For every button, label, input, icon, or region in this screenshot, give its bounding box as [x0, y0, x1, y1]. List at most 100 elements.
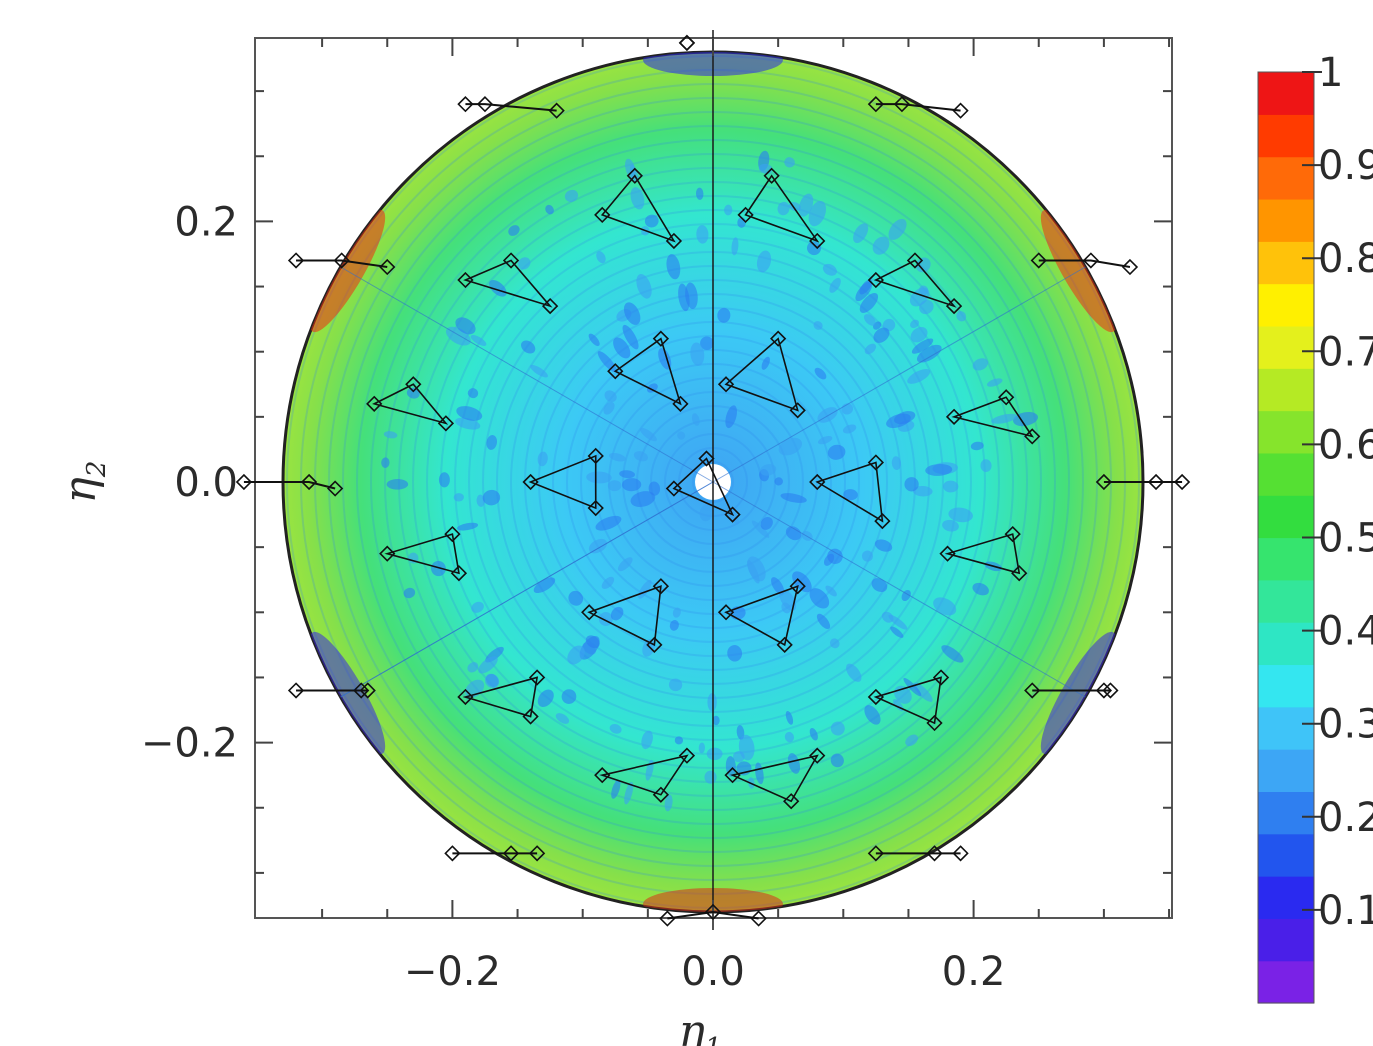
fov-blotch	[537, 451, 548, 467]
sensor-marker	[502, 845, 520, 862]
sensor-marker	[379, 545, 396, 562]
fov-blotch	[644, 214, 659, 228]
sensor-triangle	[717, 330, 806, 419]
fov-blotch	[530, 364, 548, 378]
sensor-marker	[704, 903, 722, 921]
fov-blotch	[933, 597, 957, 616]
sensor-triangle	[522, 447, 604, 517]
fov-blotch	[595, 515, 622, 531]
fov-blotch	[864, 705, 881, 725]
sensor-marker	[444, 525, 461, 543]
fov-blotch	[942, 519, 959, 532]
fov-blotch	[521, 340, 536, 354]
fov-blotch	[853, 223, 869, 244]
fov-blotch	[891, 456, 901, 471]
sensor-marker	[926, 714, 943, 732]
fov-blotch	[943, 480, 959, 493]
sensor-marker	[659, 910, 676, 927]
sensor-layer	[235, 34, 1191, 927]
x-tick-labels: −0.2 0.0 0.2	[404, 949, 1006, 995]
field-of-view-spokes	[340, 30, 1086, 930]
fov-blotch	[630, 187, 645, 210]
fov-blotch	[690, 342, 705, 366]
sensor-marker	[652, 786, 670, 803]
fov-blotch	[486, 435, 498, 450]
fov-blotch	[669, 620, 679, 631]
fov-blotch	[537, 689, 554, 708]
fov-blotch	[622, 324, 639, 350]
fov-blotch	[700, 336, 714, 350]
fov-blotch	[792, 571, 812, 593]
colorbar-band	[1258, 241, 1314, 285]
fov-blotch	[778, 437, 803, 456]
sensor-triangle-outline	[672, 457, 735, 517]
edge-sensor	[1030, 252, 1139, 276]
edge-sensor	[867, 845, 969, 862]
fov-blotch	[861, 550, 873, 562]
fov-blotch	[699, 504, 714, 522]
sensor-marker	[809, 473, 826, 491]
sensor-marker	[652, 578, 670, 595]
sensor-marker	[457, 271, 474, 289]
fov-blotch	[623, 302, 641, 325]
sensor-triangle-outline	[815, 461, 884, 523]
fov-blotch	[894, 411, 916, 425]
sensor-marker	[287, 252, 305, 269]
fov-blotch	[785, 526, 802, 541]
sensor-marker	[867, 845, 885, 862]
fov-blotch	[881, 611, 894, 623]
edge-sensor	[287, 682, 376, 699]
fov-blotch	[925, 464, 953, 476]
fov-blotch	[664, 794, 673, 812]
fov-blotch	[482, 489, 501, 506]
fov-blotch	[431, 560, 446, 577]
sensor-marker	[952, 845, 969, 862]
sensor-marker	[809, 747, 826, 764]
fov-blotch	[630, 491, 656, 507]
y-axis-label-subscript: 2	[82, 461, 112, 479]
fov-blotch	[533, 577, 556, 594]
fov-blotch	[888, 218, 907, 240]
sensor-triangle	[594, 167, 683, 250]
fov-blotch	[829, 277, 841, 293]
fov-blotch	[1013, 411, 1038, 427]
sensor-marker	[528, 845, 546, 862]
fov-blotch	[916, 344, 942, 363]
sensor-marker	[737, 206, 754, 224]
fov-blotch	[905, 734, 919, 747]
colorbar-band	[1258, 622, 1314, 666]
x-axis-label-subscript: 1	[705, 1033, 722, 1046]
fov-blotch	[508, 225, 520, 236]
sensor-marker	[952, 102, 969, 119]
fov-blotch	[738, 734, 755, 761]
fov-blotch	[910, 319, 920, 329]
sensor-marker	[1011, 565, 1028, 582]
fov-blotch	[972, 582, 989, 596]
colorbar-band	[1258, 706, 1314, 750]
sensor-triangle	[867, 669, 950, 732]
sensor-marker	[476, 95, 494, 113]
fov-blotch	[823, 553, 835, 566]
fov-blotch	[567, 645, 585, 665]
sensor-triangle-outline	[528, 454, 597, 510]
sensor-marker	[698, 450, 715, 467]
colorbar-band	[1258, 537, 1314, 581]
sensor-marker	[457, 688, 474, 706]
sensor-triangle-outline	[944, 533, 1021, 575]
fov-blotch	[787, 753, 801, 774]
fov-blotch	[991, 413, 1018, 424]
fov-blotch	[779, 589, 797, 611]
fov-blotch	[843, 489, 858, 501]
fov-blotch	[717, 307, 731, 323]
fov-blotch	[825, 585, 837, 597]
sensor-triangle	[717, 578, 806, 654]
fov-blotch	[674, 736, 684, 745]
fov-blotch	[777, 201, 790, 216]
fov-blotch	[596, 251, 606, 264]
sensor-marker	[789, 402, 806, 419]
sensor-marker	[1095, 473, 1113, 491]
sensor-triangle-outline	[724, 584, 799, 647]
sensor-triangle	[945, 389, 1041, 445]
fov-blotch	[467, 662, 479, 673]
